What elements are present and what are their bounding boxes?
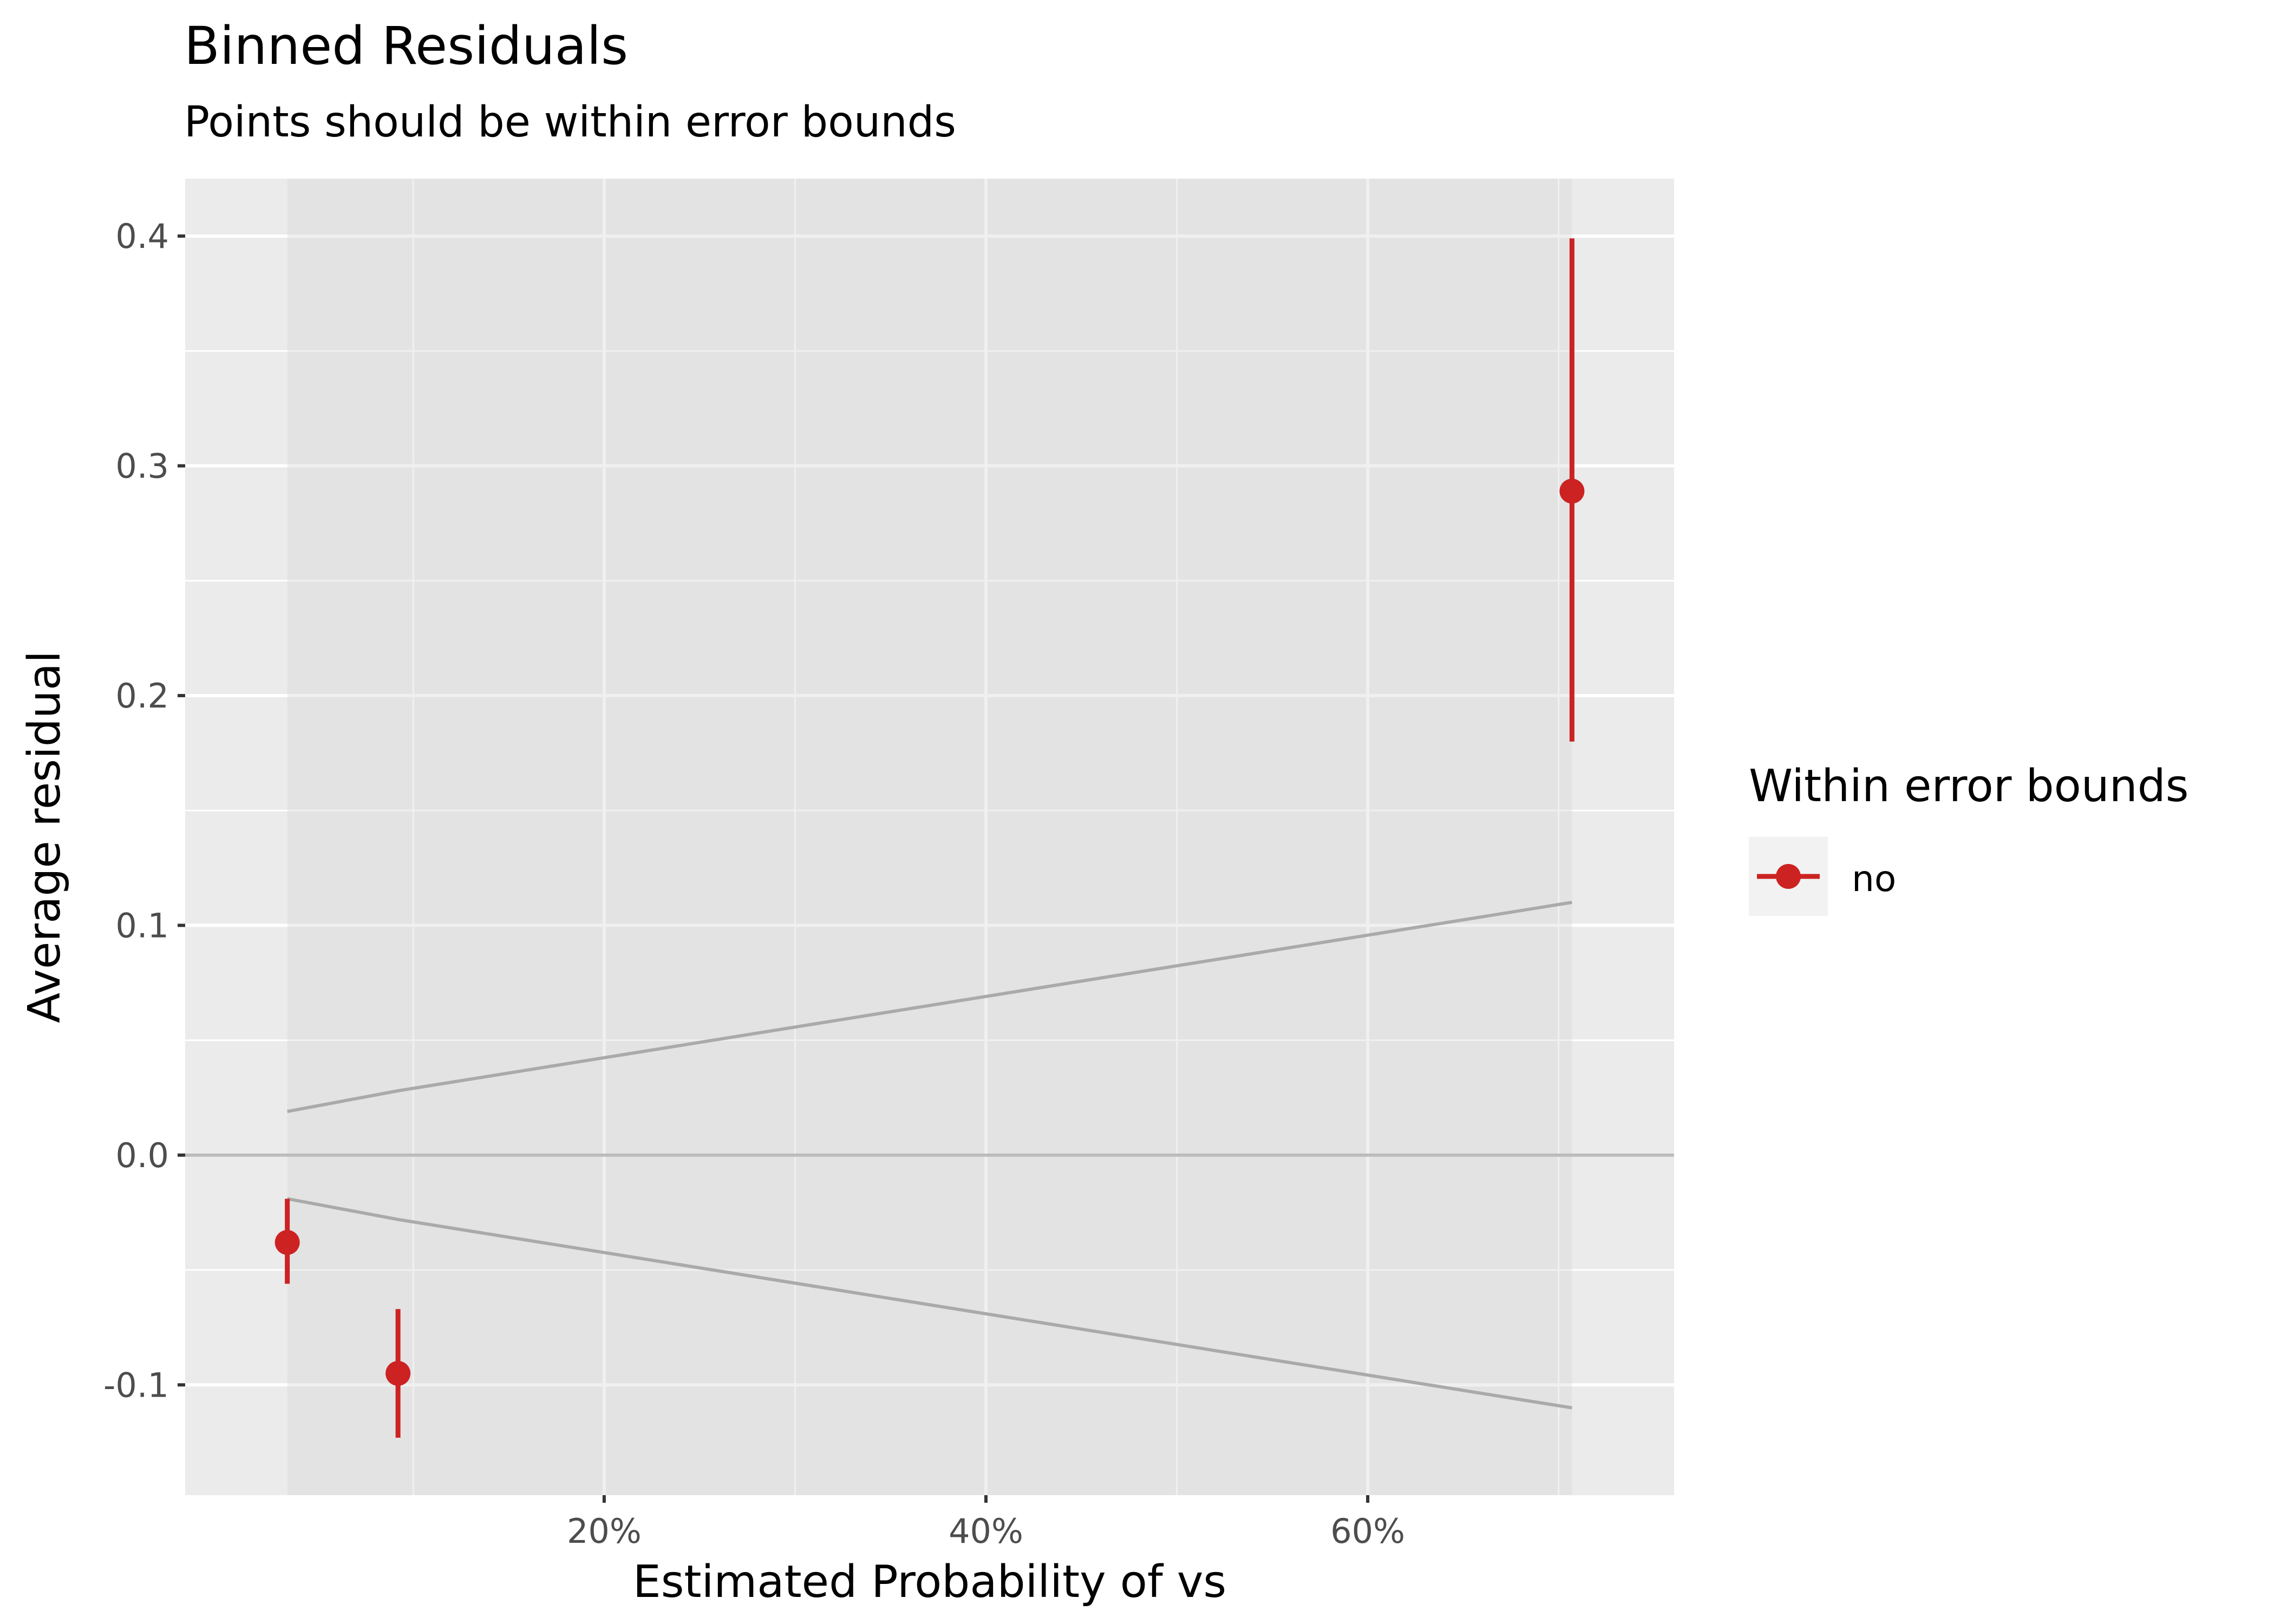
legend: Within error bounds no [1749,761,2189,916]
upper-error-bound-line [287,901,1572,1114]
x-tick-label: 40% [949,1511,1023,1551]
residual-point [1559,479,1585,504]
y-tick-label: 0.2 [115,676,169,716]
legend-key-dot [1776,864,1801,889]
x-axis-label: Estimated Probability of vs [633,1556,1226,1608]
y-tick-label: 0.1 [115,906,169,945]
residual-point [275,1230,300,1255]
y-tick-label: 0.0 [115,1136,169,1175]
y-axis-label: Average residual [19,651,70,1023]
lower-error-bound-line [287,1197,1572,1410]
minor-gridlines [185,179,1674,1495]
residual-point [385,1361,411,1386]
x-tick-label: 20% [567,1511,642,1551]
legend-label-no: no [1852,858,1896,900]
chart-subtitle: Points should be within error bounds [184,98,956,147]
plot-panel [185,179,1674,1495]
y-tick-label: 0.4 [115,217,169,256]
x-axis: 20% 40% 60% [567,1495,1405,1551]
y-axis: -0.1 0.0 0.1 0.2 0.3 0.4 [103,217,185,1405]
legend-title: Within error bounds [1749,761,2189,812]
y-tick-label: 0.3 [115,447,169,486]
chart-title: Binned Residuals [184,16,628,76]
y-tick-label: -0.1 [103,1365,169,1405]
x-tick-label: 60% [1330,1511,1405,1551]
residual-points [275,238,1585,1438]
error-bounds-ribbon [287,179,1572,1495]
